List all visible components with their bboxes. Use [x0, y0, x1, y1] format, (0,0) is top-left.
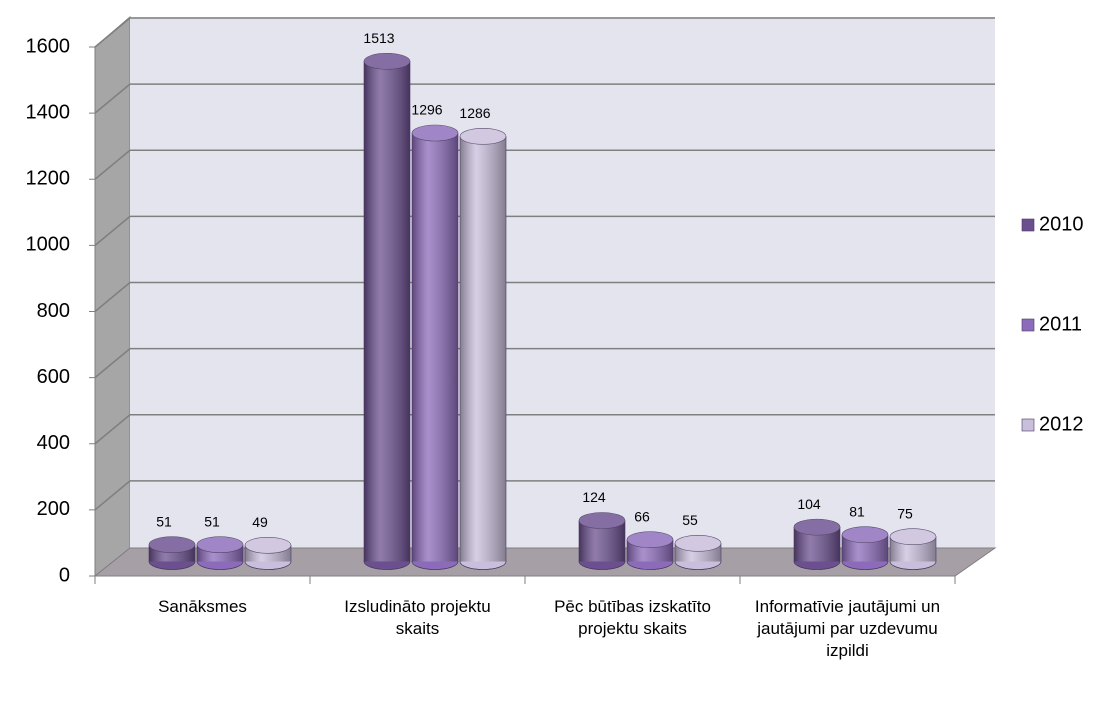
y-tick-label: 200 — [37, 498, 70, 520]
y-tick-label: 1400 — [26, 101, 71, 123]
cylinder-top-light — [794, 519, 840, 536]
value-label: 124 — [582, 489, 606, 505]
cylinder — [626, 531, 674, 570]
cylinder — [244, 536, 292, 570]
cylinder — [793, 518, 841, 570]
y-tick-label: 1000 — [26, 234, 71, 256]
cylinder-outline — [793, 527, 841, 570]
cylinder-top-light — [364, 53, 410, 70]
cylinder-top — [674, 535, 722, 552]
value-label: 51 — [156, 513, 172, 529]
cylinder-outline — [674, 543, 722, 570]
y-tick-label: 1600 — [26, 35, 71, 57]
value-label: 81 — [849, 503, 865, 519]
cylinder-outline — [196, 544, 244, 570]
cylinder-outline — [411, 133, 459, 570]
legend-swatch — [1021, 418, 1035, 432]
cylinder-top-light — [460, 128, 506, 145]
cylinder-top — [459, 128, 507, 145]
cylinder-top — [578, 512, 626, 529]
grid-line-side — [94, 414, 131, 445]
grid-line-side — [94, 348, 131, 379]
cylinder-outline — [889, 536, 937, 570]
value-label: 66 — [634, 508, 650, 524]
cylinder-top — [411, 124, 459, 142]
cylinder — [148, 536, 196, 570]
x-tick-label: Pēc būtības izskatīto projektu skaits — [554, 597, 711, 638]
cylinder-top-light — [627, 531, 673, 548]
x-tick-label: Izsludināto projektu skaits — [344, 597, 491, 638]
x-tick-label: Informatīvie jautājumi un jautājumi par … — [754, 597, 941, 660]
cylinder-top — [841, 526, 889, 544]
bar-shade — [364, 61, 410, 562]
y-tick-label: 400 — [37, 432, 70, 454]
cylinder-top — [363, 52, 411, 70]
cylinder — [411, 124, 459, 570]
value-label: 55 — [682, 512, 698, 528]
cylinder-outline — [148, 544, 196, 570]
cylinder-top-light — [412, 125, 458, 142]
grid-line-side — [94, 215, 131, 246]
cylinder-top-light — [842, 526, 888, 543]
cylinder-top-light — [579, 512, 625, 529]
grid-line-side — [94, 83, 131, 114]
legend-swatch — [1021, 318, 1035, 332]
cylinder-top-light — [197, 536, 243, 553]
legend-label: 2011 — [1039, 313, 1082, 335]
grid-line-side — [94, 149, 131, 180]
legend-label: 2012 — [1039, 413, 1084, 435]
value-label: 104 — [797, 496, 821, 512]
cylinder-outline — [626, 539, 674, 570]
value-label: 49 — [252, 514, 268, 530]
bar-shade — [460, 136, 506, 562]
cylinder-top-light — [245, 537, 291, 554]
grid-line-side — [94, 480, 131, 511]
cylinder — [578, 512, 626, 570]
cylinder-outline — [841, 534, 889, 570]
cylinder — [674, 535, 722, 570]
cylinder-top — [793, 518, 841, 536]
cylinder-top — [244, 536, 292, 554]
cylinder-top — [148, 536, 196, 553]
cylinder — [459, 128, 507, 570]
cylinder-outline — [459, 136, 507, 570]
value-label: 1286 — [459, 105, 490, 121]
y-tick-label: 600 — [37, 366, 70, 388]
x-tick-label: Sanāksmes — [158, 597, 247, 616]
bar-shade — [412, 133, 458, 562]
cylinder-top — [889, 528, 937, 546]
cylinder — [889, 528, 937, 570]
cylinder-top — [626, 531, 674, 548]
y-tick-label: 1200 — [26, 168, 71, 190]
grid-line-side — [94, 281, 131, 313]
cylinder — [363, 52, 411, 570]
value-label: 75 — [897, 505, 913, 521]
cylinder-outline — [244, 545, 292, 570]
y-tick-label: 0 — [59, 564, 70, 586]
value-label: 1296 — [411, 102, 442, 118]
value-label: 1513 — [363, 30, 394, 46]
cylinder-top-light — [890, 528, 936, 545]
y-tick-label: 800 — [37, 300, 70, 322]
cylinder-top-light — [675, 535, 721, 552]
value-label: 51 — [204, 513, 220, 529]
cylinder — [196, 536, 244, 570]
legend-label: 2010 — [1039, 213, 1084, 235]
cylinder-top-light — [149, 536, 195, 553]
legend-swatch — [1021, 218, 1035, 232]
cylinder — [841, 526, 889, 570]
cylinder-outline — [363, 61, 411, 570]
cylinder-top — [196, 536, 244, 553]
cylinder-outline — [578, 520, 626, 570]
grid-line-side — [94, 17, 131, 48]
